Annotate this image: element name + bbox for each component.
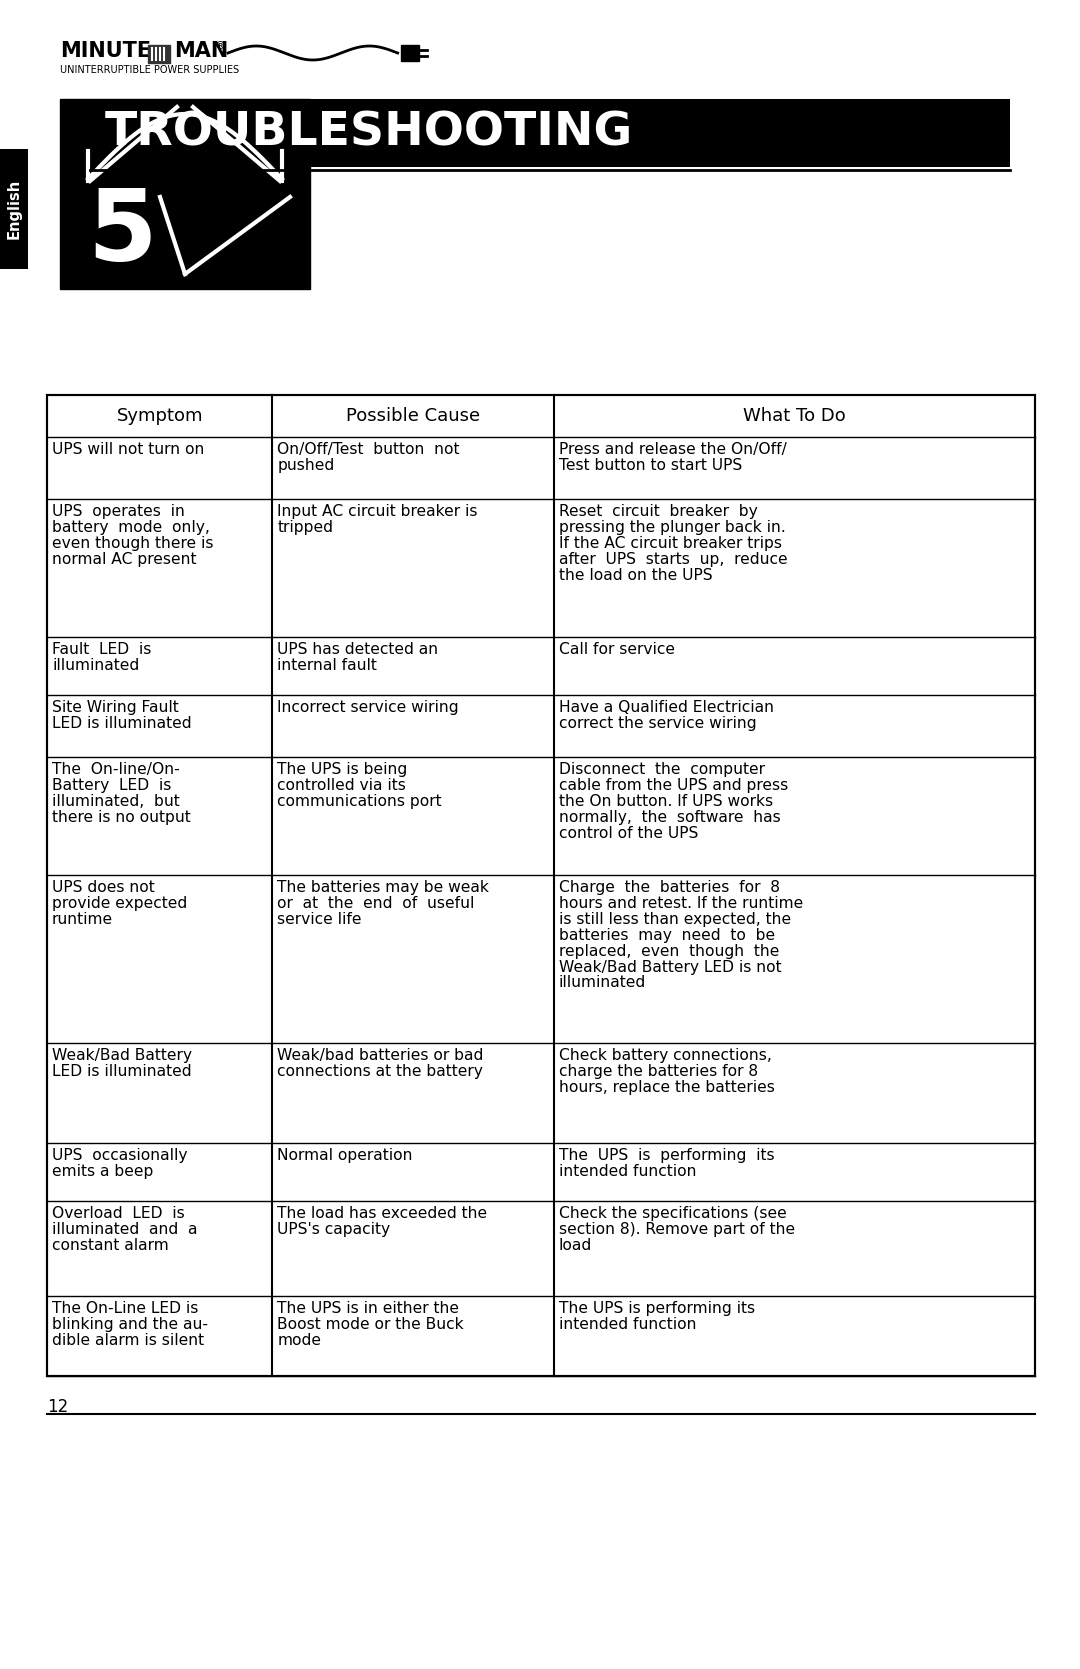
Text: after  UPS  starts  up,  reduce: after UPS starts up, reduce [558, 552, 787, 567]
Text: Disconnect  the  computer: Disconnect the computer [558, 763, 765, 778]
Text: hours and retest. If the runtime: hours and retest. If the runtime [558, 896, 804, 911]
Text: The  UPS  is  performing  its: The UPS is performing its [558, 1148, 774, 1163]
Text: If the AC circuit breaker trips: If the AC circuit breaker trips [558, 536, 782, 551]
Text: The UPS is being: The UPS is being [278, 763, 407, 778]
Text: load: load [558, 1238, 592, 1253]
Text: The batteries may be weak: The batteries may be weak [278, 880, 489, 895]
Text: connections at the battery: connections at the battery [278, 1063, 483, 1078]
Bar [60, 189, 310, 289]
Bar [0, 149, 28, 269]
Text: Weak/Bad Battery: Weak/Bad Battery [52, 1048, 192, 1063]
Text: Boost mode or the Buck: Boost mode or the Buck [278, 1317, 464, 1332]
Text: Overload  LED  is: Overload LED is [52, 1207, 185, 1222]
Text: ®: ® [214, 42, 225, 52]
Text: normally,  the  software  has: normally, the software has [558, 809, 781, 824]
Text: UPS will not turn on: UPS will not turn on [52, 442, 204, 457]
Bar [148, 45, 170, 63]
Text: UPS  operates  in: UPS operates in [52, 504, 185, 519]
Text: the On button. If UPS works: the On button. If UPS works [558, 794, 773, 809]
Text: batteries  may  need  to  be: batteries may need to be [558, 928, 775, 943]
Text: Press and release the On/Off/: Press and release the On/Off/ [558, 442, 786, 457]
Text: illuminated: illuminated [52, 658, 139, 673]
Text: Test button to start UPS: Test button to start UPS [558, 457, 742, 472]
Text: the load on the UPS: the load on the UPS [558, 567, 713, 582]
Text: service life: service life [278, 911, 362, 926]
Bar [401, 45, 419, 62]
Text: illuminated  and  a: illuminated and a [52, 1222, 198, 1237]
Text: LED is illuminated: LED is illuminated [52, 1063, 191, 1078]
Text: Call for service: Call for service [558, 643, 675, 658]
Text: The UPS is in either the: The UPS is in either the [278, 1302, 459, 1315]
Text: illuminated,  but: illuminated, but [52, 794, 179, 809]
Text: constant alarm: constant alarm [52, 1238, 168, 1253]
Text: Normal operation: Normal operation [278, 1148, 413, 1163]
Text: Charge  the  batteries  for  8: Charge the batteries for 8 [558, 880, 780, 895]
Text: pressing the plunger back in.: pressing the plunger back in. [558, 521, 785, 534]
Bar [60, 98, 310, 189]
Text: Possible Cause: Possible Cause [346, 407, 481, 426]
Text: tripped: tripped [278, 521, 334, 534]
Text: The UPS is performing its: The UPS is performing its [558, 1302, 755, 1315]
Text: The load has exceeded the: The load has exceeded the [278, 1207, 487, 1222]
Text: cable from the UPS and press: cable from the UPS and press [558, 778, 788, 793]
Text: Reset  circuit  breaker  by: Reset circuit breaker by [558, 504, 757, 519]
Text: battery  mode  only,: battery mode only, [52, 521, 210, 534]
Text: Symptom: Symptom [117, 407, 203, 426]
Text: What To Do: What To Do [743, 407, 846, 426]
Text: UPS  occasionally: UPS occasionally [52, 1148, 188, 1163]
Text: 12: 12 [48, 1399, 68, 1415]
Text: communications port: communications port [278, 794, 442, 809]
Text: Input AC circuit breaker is: Input AC circuit breaker is [278, 504, 477, 519]
Text: MAN: MAN [174, 42, 228, 62]
Text: Have a Qualified Electrician: Have a Qualified Electrician [558, 699, 774, 714]
Text: intended function: intended function [558, 1317, 697, 1332]
Text: UPS's capacity: UPS's capacity [278, 1222, 390, 1237]
Text: Fault  LED  is: Fault LED is [52, 643, 151, 658]
Text: emits a beep: emits a beep [52, 1163, 153, 1178]
Text: runtime: runtime [52, 911, 113, 926]
Text: UPS has detected an: UPS has detected an [278, 643, 438, 658]
Text: Site Wiring Fault: Site Wiring Fault [52, 699, 179, 714]
Bar [90, 98, 1010, 167]
Text: pushed: pushed [278, 457, 335, 472]
Text: replaced,  even  though  the: replaced, even though the [558, 943, 779, 958]
Text: section 8). Remove part of the: section 8). Remove part of the [558, 1222, 795, 1237]
Text: dible alarm is silent: dible alarm is silent [52, 1334, 204, 1349]
Text: English: English [6, 179, 22, 239]
Text: control of the UPS: control of the UPS [558, 826, 698, 841]
Text: mode: mode [278, 1334, 321, 1349]
Text: The On-Line LED is: The On-Line LED is [52, 1302, 199, 1315]
Text: there is no output: there is no output [52, 809, 191, 824]
Text: Battery  LED  is: Battery LED is [52, 778, 172, 793]
Text: charge the batteries for 8: charge the batteries for 8 [558, 1063, 758, 1078]
Text: blinking and the au-: blinking and the au- [52, 1317, 208, 1332]
Text: provide expected: provide expected [52, 896, 187, 911]
Text: Weak/bad batteries or bad: Weak/bad batteries or bad [278, 1048, 484, 1063]
Text: UPS does not: UPS does not [52, 880, 154, 895]
Text: LED is illuminated: LED is illuminated [52, 716, 191, 731]
Text: intended function: intended function [558, 1163, 697, 1178]
Text: Incorrect service wiring: Incorrect service wiring [278, 699, 459, 714]
Text: Check the specifications (see: Check the specifications (see [558, 1207, 786, 1222]
Text: Check battery connections,: Check battery connections, [558, 1048, 772, 1063]
Text: even though there is: even though there is [52, 536, 214, 551]
Text: hours, replace the batteries: hours, replace the batteries [558, 1080, 774, 1095]
Text: On/Off/Test  button  not: On/Off/Test button not [278, 442, 460, 457]
Text: UNINTERRUPTIBLE POWER SUPPLIES: UNINTERRUPTIBLE POWER SUPPLIES [60, 65, 239, 75]
Text: 5: 5 [87, 185, 157, 282]
Text: The  On-line/On-: The On-line/On- [52, 763, 179, 778]
Text: TROUBLESHOOTING: TROUBLESHOOTING [105, 110, 633, 155]
Text: is still less than expected, the: is still less than expected, the [558, 911, 791, 926]
Text: correct the service wiring: correct the service wiring [558, 716, 756, 731]
Bar [48, 396, 1035, 1375]
Text: normal AC present: normal AC present [52, 552, 197, 567]
Text: internal fault: internal fault [278, 658, 377, 673]
Text: Weak/Bad Battery LED is not: Weak/Bad Battery LED is not [558, 960, 782, 975]
Text: controlled via its: controlled via its [278, 778, 406, 793]
Text: illuminated: illuminated [558, 975, 646, 990]
Text: or  at  the  end  of  useful: or at the end of useful [278, 896, 474, 911]
Text: MINUTE: MINUTE [60, 42, 151, 62]
